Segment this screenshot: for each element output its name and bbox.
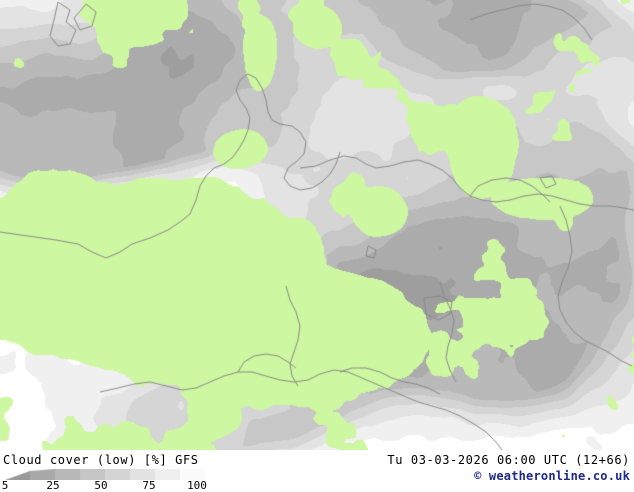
color-scale-ticks: 5 25 50 75 100	[0, 479, 215, 492]
scale-tick-5: 5	[1, 479, 9, 492]
scale-tick-50: 50	[94, 479, 108, 492]
weather-map[interactable]	[0, 0, 634, 450]
map-footer: Cloud cover (low) [%] GFS Tu 03-03-2026 …	[0, 450, 634, 492]
copyright-label: © weatheronline.co.uk	[474, 469, 630, 483]
scale-tick-25: 25	[46, 479, 60, 492]
scale-tick-75: 75	[142, 479, 156, 492]
cloud-cover-raster[interactable]	[0, 0, 634, 450]
color-scale-bar	[0, 469, 215, 480]
legend-title: Cloud cover (low) [%] GFS	[3, 453, 199, 467]
valid-time-label: Tu 03-03-2026 06:00 UTC (12+66)	[387, 453, 630, 467]
color-scale-gradient	[0, 469, 215, 480]
scale-tick-100: 100	[187, 479, 207, 492]
